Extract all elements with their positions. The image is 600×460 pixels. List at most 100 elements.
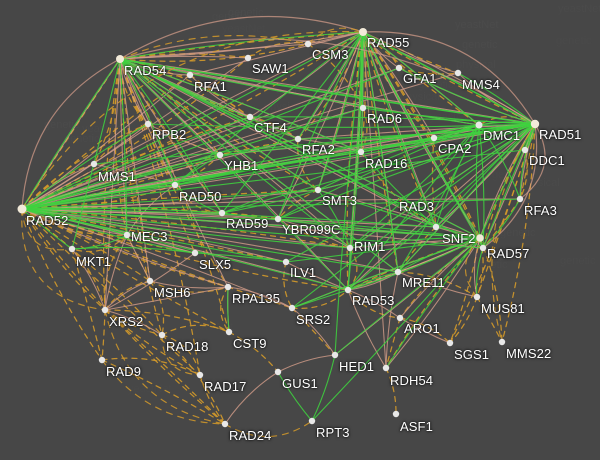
graph-edge-arc bbox=[224, 420, 313, 438]
graph-edge-arc bbox=[21, 58, 121, 210]
graph-edge bbox=[119, 58, 163, 336]
graph-edge bbox=[21, 31, 364, 210]
graph-node[interactable] bbox=[479, 244, 487, 252]
graph-node[interactable] bbox=[473, 293, 481, 301]
graph-node[interactable] bbox=[144, 120, 152, 128]
graph-edge bbox=[21, 208, 484, 249]
graph-node[interactable] bbox=[357, 148, 365, 156]
graph-edge bbox=[174, 154, 221, 186]
graph-node[interactable] bbox=[244, 54, 252, 62]
graph-node[interactable] bbox=[186, 71, 194, 79]
graph-edge bbox=[21, 208, 349, 291]
graph-node[interactable] bbox=[216, 151, 224, 159]
graph-node[interactable] bbox=[331, 351, 339, 359]
graph-edge bbox=[119, 58, 229, 288]
graph-edge bbox=[227, 286, 230, 333]
graph-node[interactable] bbox=[146, 277, 154, 285]
graph-node[interactable] bbox=[218, 209, 226, 217]
graph-node[interactable] bbox=[314, 186, 322, 194]
graph-edge bbox=[291, 237, 481, 309]
graph-node[interactable] bbox=[308, 417, 316, 425]
graph-node[interactable] bbox=[392, 410, 400, 418]
graph-node[interactable] bbox=[394, 268, 402, 276]
graph-edge bbox=[479, 123, 536, 239]
graph-node[interactable] bbox=[476, 234, 484, 242]
graph-node[interactable] bbox=[395, 64, 403, 72]
graph-edge bbox=[435, 123, 536, 228]
graph-node[interactable] bbox=[382, 364, 390, 372]
graph-node[interactable] bbox=[359, 104, 367, 112]
graph-node[interactable] bbox=[68, 245, 76, 253]
graph-node[interactable] bbox=[344, 286, 352, 294]
graph-node[interactable] bbox=[294, 135, 302, 143]
graph-edge bbox=[221, 189, 319, 214]
graph-node[interactable] bbox=[101, 306, 109, 314]
graph-edge bbox=[291, 289, 349, 309]
graph-node[interactable] bbox=[196, 371, 204, 379]
graph-edge bbox=[174, 31, 364, 186]
graph-edge bbox=[21, 149, 526, 210]
graph-node[interactable] bbox=[430, 134, 438, 142]
graph-node[interactable] bbox=[224, 283, 232, 291]
graph-edge bbox=[519, 123, 536, 200]
graph-edge bbox=[317, 189, 481, 239]
graph-edge bbox=[21, 72, 459, 210]
graph-edge bbox=[119, 58, 481, 239]
graph-node[interactable] bbox=[282, 258, 290, 266]
graph-edge bbox=[519, 123, 536, 200]
graph-edge bbox=[104, 309, 163, 336]
graph-node[interactable] bbox=[304, 40, 312, 48]
graph-edge bbox=[249, 31, 364, 118]
graph-node[interactable] bbox=[225, 328, 233, 336]
graph-edge bbox=[21, 123, 536, 210]
graph-node[interactable] bbox=[498, 338, 506, 346]
graph-node[interactable] bbox=[454, 69, 462, 77]
graph-edge bbox=[119, 58, 201, 376]
node-layer[interactable] bbox=[17, 28, 540, 428]
graph-node[interactable] bbox=[359, 28, 367, 36]
graph-node[interactable] bbox=[274, 215, 282, 223]
graph-edge bbox=[399, 317, 451, 344]
graph-edge bbox=[21, 57, 249, 210]
graph-node[interactable] bbox=[446, 339, 454, 347]
graph-node[interactable] bbox=[246, 113, 254, 121]
graph-node[interactable] bbox=[516, 195, 524, 203]
graph-edge bbox=[21, 208, 287, 263]
graph-edge bbox=[161, 334, 201, 376]
graph-node[interactable] bbox=[116, 55, 124, 63]
graph-node[interactable] bbox=[288, 304, 296, 312]
graph-edge bbox=[119, 58, 128, 236]
graph-edge bbox=[349, 31, 364, 249]
graph-node[interactable] bbox=[346, 244, 354, 252]
graph-edge-arc bbox=[482, 123, 538, 249]
graph-node[interactable] bbox=[432, 223, 440, 231]
graph-node[interactable] bbox=[90, 160, 98, 168]
graph-edge bbox=[362, 31, 536, 125]
watermark-text: genetic bbox=[462, 39, 498, 51]
graph-edge bbox=[119, 58, 480, 126]
watermark-text: genetic bbox=[560, 255, 596, 267]
graph-edge bbox=[21, 208, 163, 336]
graph-node[interactable] bbox=[530, 119, 540, 129]
graph-node[interactable] bbox=[521, 146, 529, 154]
graph-edge bbox=[71, 248, 103, 361]
graph-node[interactable] bbox=[221, 420, 229, 428]
graph-node[interactable] bbox=[396, 314, 404, 322]
graph-node[interactable] bbox=[17, 204, 27, 214]
graph-edge bbox=[277, 31, 364, 220]
graph-edge bbox=[362, 31, 387, 369]
graph-node[interactable] bbox=[274, 368, 282, 376]
graph-edge bbox=[71, 234, 128, 253]
graph-node[interactable] bbox=[158, 331, 166, 339]
graph-node[interactable] bbox=[123, 231, 131, 239]
graph-edge bbox=[277, 123, 536, 220]
graph-edge bbox=[479, 237, 503, 343]
graph-edge bbox=[385, 367, 397, 415]
graph-node[interactable] bbox=[98, 356, 106, 364]
graph-node[interactable] bbox=[475, 121, 483, 129]
graph-node[interactable] bbox=[171, 181, 179, 189]
graph-node[interactable] bbox=[191, 249, 199, 257]
graph-edge bbox=[103, 234, 128, 311]
